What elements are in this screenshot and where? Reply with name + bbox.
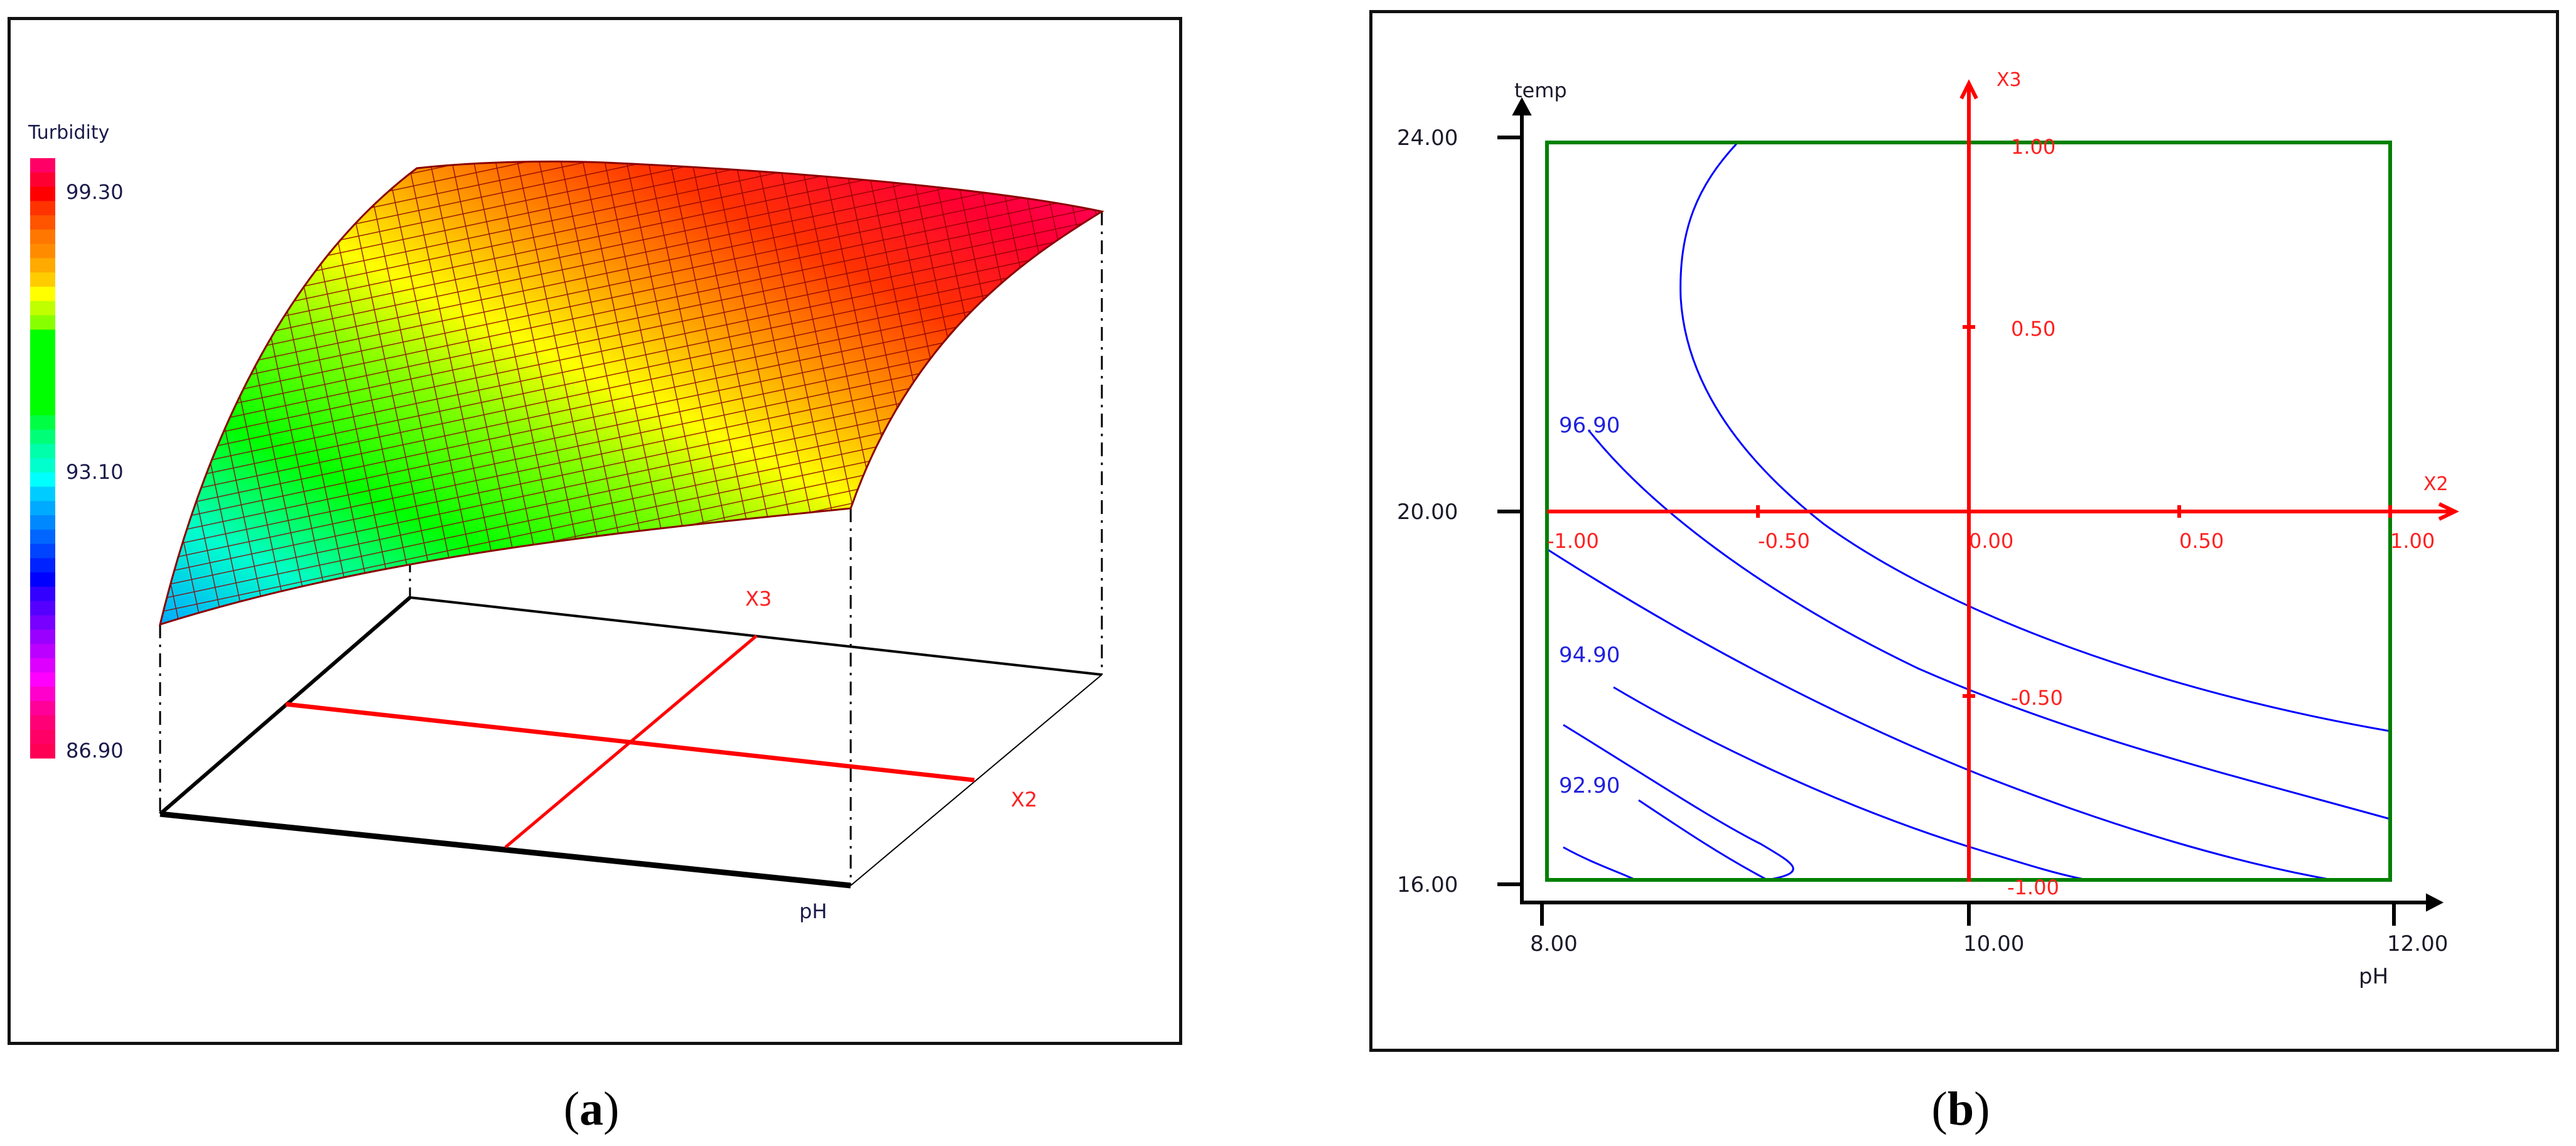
caption-a-open: (: [563, 1083, 579, 1135]
caption-b-letter: b: [1947, 1083, 1975, 1135]
colorbar-segment: [30, 615, 55, 630]
x3-axis-label: X3: [1997, 69, 2022, 91]
main-axes: [1497, 97, 2444, 926]
colorbar-segment: [30, 429, 55, 444]
caption-a: (a): [564, 1082, 620, 1137]
colorbar-segment: [30, 387, 55, 402]
colorbar-tick-mid: 93.10: [66, 460, 124, 484]
caption-a-letter: a: [579, 1083, 603, 1135]
surface-plot-canvas: Turbidity 99.30 93.10 86.90 X3 X2 pH: [28, 122, 1104, 923]
x3-tick-1: 1.00: [2011, 135, 2056, 159]
colorbar-segment: [30, 672, 55, 687]
colorbar-segment: [30, 700, 55, 716]
colorbar-segment: [30, 258, 55, 273]
colorbar-segment: [30, 201, 55, 216]
panel-b-contour-plot: temp 24.00 20.00 16.00 8.00 10.00 12.00 …: [1369, 10, 2559, 1052]
colorbar-segment: [30, 286, 55, 302]
colorbar-segment: [30, 486, 55, 501]
colorbar-segment: [30, 343, 55, 359]
colorbar-segment: [30, 558, 55, 573]
contour-label-94-90: 94.90: [1559, 643, 1620, 668]
caption-b: (b): [1932, 1082, 1990, 1137]
colorbar-segment: [30, 586, 55, 602]
colorbar-segment: [30, 515, 55, 530]
colorbar-segment: [30, 244, 55, 259]
response-surface: [158, 160, 1104, 626]
x2-tick-neg05: -0.50: [1758, 529, 1810, 553]
colorbar-segment: [30, 315, 55, 330]
y-axis-label: temp: [1514, 78, 1567, 102]
colorbar-segment: [30, 186, 55, 201]
x-tick-8: 8.00: [1530, 931, 1578, 956]
colorbar-segment: [30, 744, 55, 759]
x3-tick-05: 0.50: [2011, 317, 2056, 341]
y-tick-16: 16.00: [1397, 872, 1458, 897]
colorbar-segment: [30, 715, 55, 731]
colorbar-segment: [30, 415, 55, 431]
x2-tick-0: 0.00: [1969, 529, 2013, 553]
contour-lines: [1546, 142, 2391, 881]
contour-plot-canvas: temp 24.00 20.00 16.00 8.00 10.00 12.00 …: [1397, 69, 2459, 989]
colorbar-segment: [30, 329, 55, 345]
colorbar-segment: [30, 158, 55, 173]
colorbar-segment: [30, 458, 55, 473]
colorbar-segment: [30, 400, 55, 416]
colorbar-segment: [30, 172, 55, 188]
colorbar-segment: [30, 444, 55, 459]
x2-tick-1: 1.00: [2390, 529, 2435, 553]
x3-tick-neg05: -0.50: [2011, 686, 2063, 710]
panel-a-surface-plot: Turbidity 99.30 93.10 86.90 X3 X2 pH: [8, 17, 1182, 1045]
colorbar-segment: [30, 358, 55, 373]
x3-axis-label: X3: [745, 587, 772, 611]
x2-axis-label: X2: [2423, 473, 2449, 495]
x-tick-10: 10.00: [1963, 931, 2024, 956]
colorbar-segment: [30, 372, 55, 387]
x2-axis-label: X2: [1011, 788, 1037, 811]
colorbar-segment: [30, 572, 55, 587]
colorbar-segment: [30, 729, 55, 744]
caption-a-close: ): [603, 1083, 620, 1135]
colorbar-segment: [30, 601, 55, 616]
colorbar-segment: [30, 229, 55, 245]
ph-axis-label: pH: [799, 899, 827, 923]
x2-tick-neg1: -1.00: [1547, 529, 1599, 553]
colorbar-segment: [30, 301, 55, 316]
colorbar-title: Turbidity: [28, 122, 109, 144]
colorbar: [30, 158, 55, 759]
x2-tick-05: 0.50: [2179, 529, 2224, 553]
x-axis-label: pH: [2359, 964, 2388, 989]
colorbar-segment: [30, 472, 55, 488]
x3-tick-neg1: -1.00: [2007, 876, 2059, 899]
x-tick-12: 12.00: [2387, 931, 2448, 956]
colorbar-segment: [30, 629, 55, 645]
x3-axis-line: [504, 635, 758, 849]
colorbar-segment: [30, 272, 55, 287]
base-plane: [159, 596, 1102, 889]
colorbar-segment: [30, 643, 55, 659]
colorbar-segment: [30, 544, 55, 559]
colorbar-segment: [30, 215, 55, 230]
coded-axes: [1547, 79, 2459, 882]
colorbar-segment: [30, 658, 55, 673]
y-tick-20: 20.00: [1397, 500, 1458, 525]
colorbar-tick-min: 86.90: [66, 739, 124, 763]
colorbar-segment: [30, 529, 55, 545]
contour-label-96-90: 96.90: [1559, 413, 1620, 438]
colorbar-segment: [30, 501, 55, 516]
colorbar-segment: [30, 687, 55, 702]
colorbar-tick-max: 99.30: [66, 180, 124, 204]
y-tick-24: 24.00: [1397, 126, 1458, 151]
caption-b-close: ): [1974, 1083, 1990, 1135]
caption-b-open: (: [1931, 1083, 1948, 1135]
contour-label-92-90: 92.90: [1559, 773, 1620, 798]
